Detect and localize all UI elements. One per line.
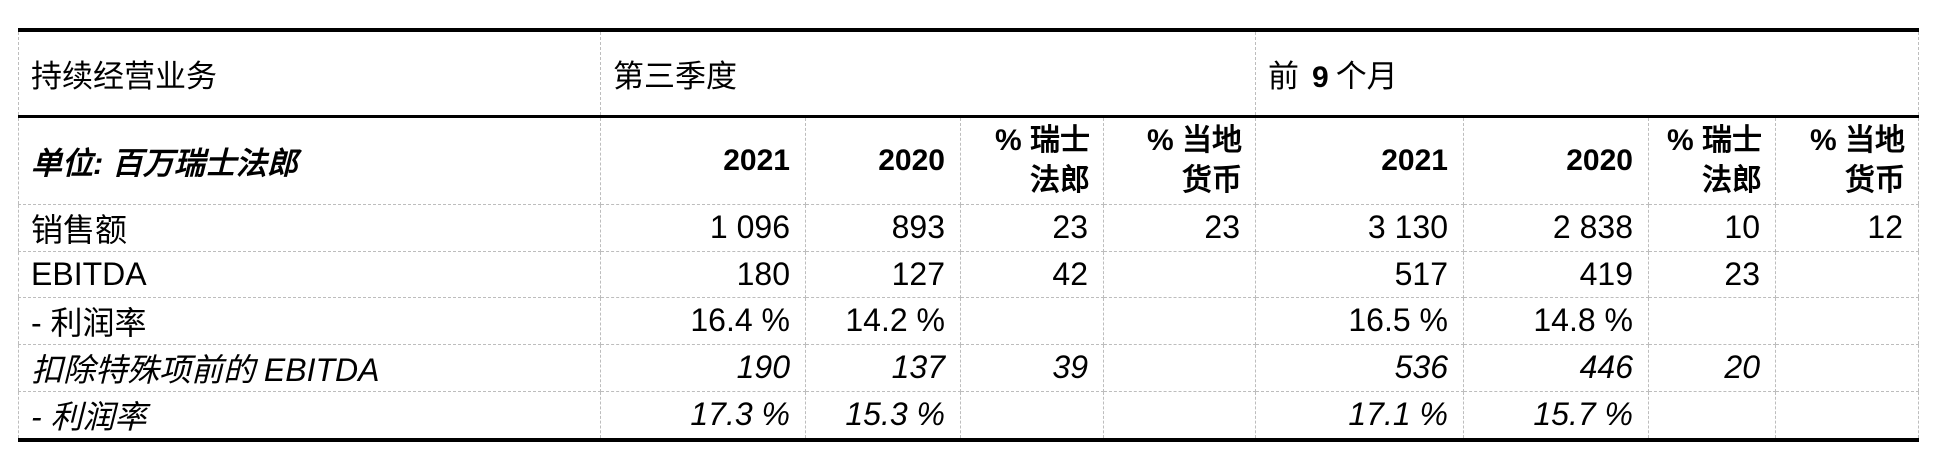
value-cell: 190 bbox=[600, 344, 806, 392]
value-cell: 14.8 % bbox=[1463, 297, 1649, 345]
column-header-row: 单位: 百万瑞士法郎 2021 2020 % 瑞士 法郎 % 当地 货币 202… bbox=[18, 116, 1919, 205]
value-cell bbox=[1103, 297, 1256, 345]
q3-pct-chf-header: % 瑞士 法郎 bbox=[960, 116, 1104, 205]
unit-label: 单位: 百万瑞士法郎 bbox=[18, 116, 601, 205]
q3-section-title: 第三季度 bbox=[600, 30, 1256, 118]
value-cell bbox=[1648, 391, 1776, 440]
value-cell: 517 bbox=[1255, 251, 1464, 298]
value-cell bbox=[960, 297, 1104, 345]
value-cell: 15.7 % bbox=[1463, 391, 1649, 440]
row-ebitda-before-special-items: 扣除特殊项前的 EBITDA 190 137 39 536 446 20 bbox=[18, 344, 1919, 392]
row-label: EBITDA bbox=[18, 251, 601, 298]
value-cell: 16.4 % bbox=[600, 297, 806, 345]
value-cell: 14.2 % bbox=[805, 297, 961, 345]
row-label: 销售额 bbox=[18, 204, 601, 252]
value-cell: 3 130 bbox=[1255, 204, 1464, 252]
nine-months-section-title: 前 9 个月 bbox=[1255, 30, 1919, 118]
row-ebitda-margin: - 利润率 16.4 % 14.2 % 16.5 % 14.8 % bbox=[18, 297, 1919, 345]
value-cell: 10 bbox=[1648, 204, 1776, 252]
value-cell: 23 bbox=[1648, 251, 1776, 298]
value-cell bbox=[1103, 344, 1256, 392]
row-sales: 销售额 1 096 893 23 23 3 130 2 838 10 12 bbox=[18, 204, 1919, 252]
row-label: 扣除特殊项前的 EBITDA bbox=[18, 344, 601, 392]
row-label: - 利润率 bbox=[18, 391, 601, 440]
q3-pct-local-header: % 当地 货币 bbox=[1103, 116, 1256, 205]
value-cell: 15.3 % bbox=[805, 391, 961, 440]
value-cell bbox=[1775, 251, 1919, 298]
row-margin-before-special-items: - 利润率 17.3 % 15.3 % 17.1 % 15.7 % bbox=[18, 391, 1919, 440]
value-cell: 39 bbox=[960, 344, 1104, 392]
nine-months-suffix: 个月 bbox=[1335, 58, 1398, 94]
value-cell bbox=[1776, 391, 1919, 440]
value-cell: 20 bbox=[1648, 344, 1776, 392]
value-cell: 180 bbox=[600, 251, 806, 298]
value-cell: 137 bbox=[805, 344, 961, 392]
value-cell bbox=[1103, 251, 1256, 298]
continuing-operations-title: 持续经营业务 bbox=[18, 30, 601, 118]
value-cell bbox=[1103, 391, 1256, 440]
value-cell bbox=[960, 391, 1104, 440]
value-cell: 23 bbox=[960, 204, 1104, 252]
value-cell: 42 bbox=[960, 251, 1104, 298]
m9-pct-chf-header: % 瑞士 法郎 bbox=[1648, 116, 1776, 205]
value-cell: 419 bbox=[1463, 251, 1649, 298]
value-cell bbox=[1775, 344, 1919, 392]
section-header-row: 持续经营业务 第三季度 前 9 个月 bbox=[18, 30, 1919, 118]
value-cell: 893 bbox=[805, 204, 961, 252]
value-cell: 536 bbox=[1255, 344, 1464, 392]
row-ebitda: EBITDA 180 127 42 517 419 23 bbox=[18, 251, 1919, 298]
m9-pct-local-header: % 当地 货币 bbox=[1775, 116, 1919, 205]
value-cell: 17.1 % bbox=[1255, 391, 1464, 440]
m9-2021-header: 2021 bbox=[1255, 116, 1464, 205]
value-cell: 16.5 % bbox=[1255, 297, 1464, 345]
q3-2021-header: 2021 bbox=[600, 116, 806, 205]
value-cell bbox=[1648, 297, 1776, 345]
value-cell: 127 bbox=[805, 251, 961, 298]
nine-months-prefix: 前 bbox=[1268, 58, 1299, 94]
value-cell: 17.3 % bbox=[600, 391, 806, 440]
value-cell: 23 bbox=[1103, 204, 1256, 252]
row-label: - 利润率 bbox=[18, 297, 601, 345]
value-cell bbox=[1775, 297, 1919, 345]
value-cell: 1 096 bbox=[600, 204, 806, 252]
q3-2020-header: 2020 bbox=[805, 116, 961, 205]
nine-months-number: 9 bbox=[1312, 60, 1329, 94]
value-cell: 2 838 bbox=[1463, 204, 1649, 252]
value-cell: 446 bbox=[1463, 344, 1649, 392]
financial-table: 持续经营业务 第三季度 前 9 个月 单位: 百万瑞士法郎 2021 2020 % … bbox=[18, 28, 1919, 442]
m9-2020-header: 2020 bbox=[1463, 116, 1649, 205]
value-cell: 12 bbox=[1775, 204, 1919, 252]
